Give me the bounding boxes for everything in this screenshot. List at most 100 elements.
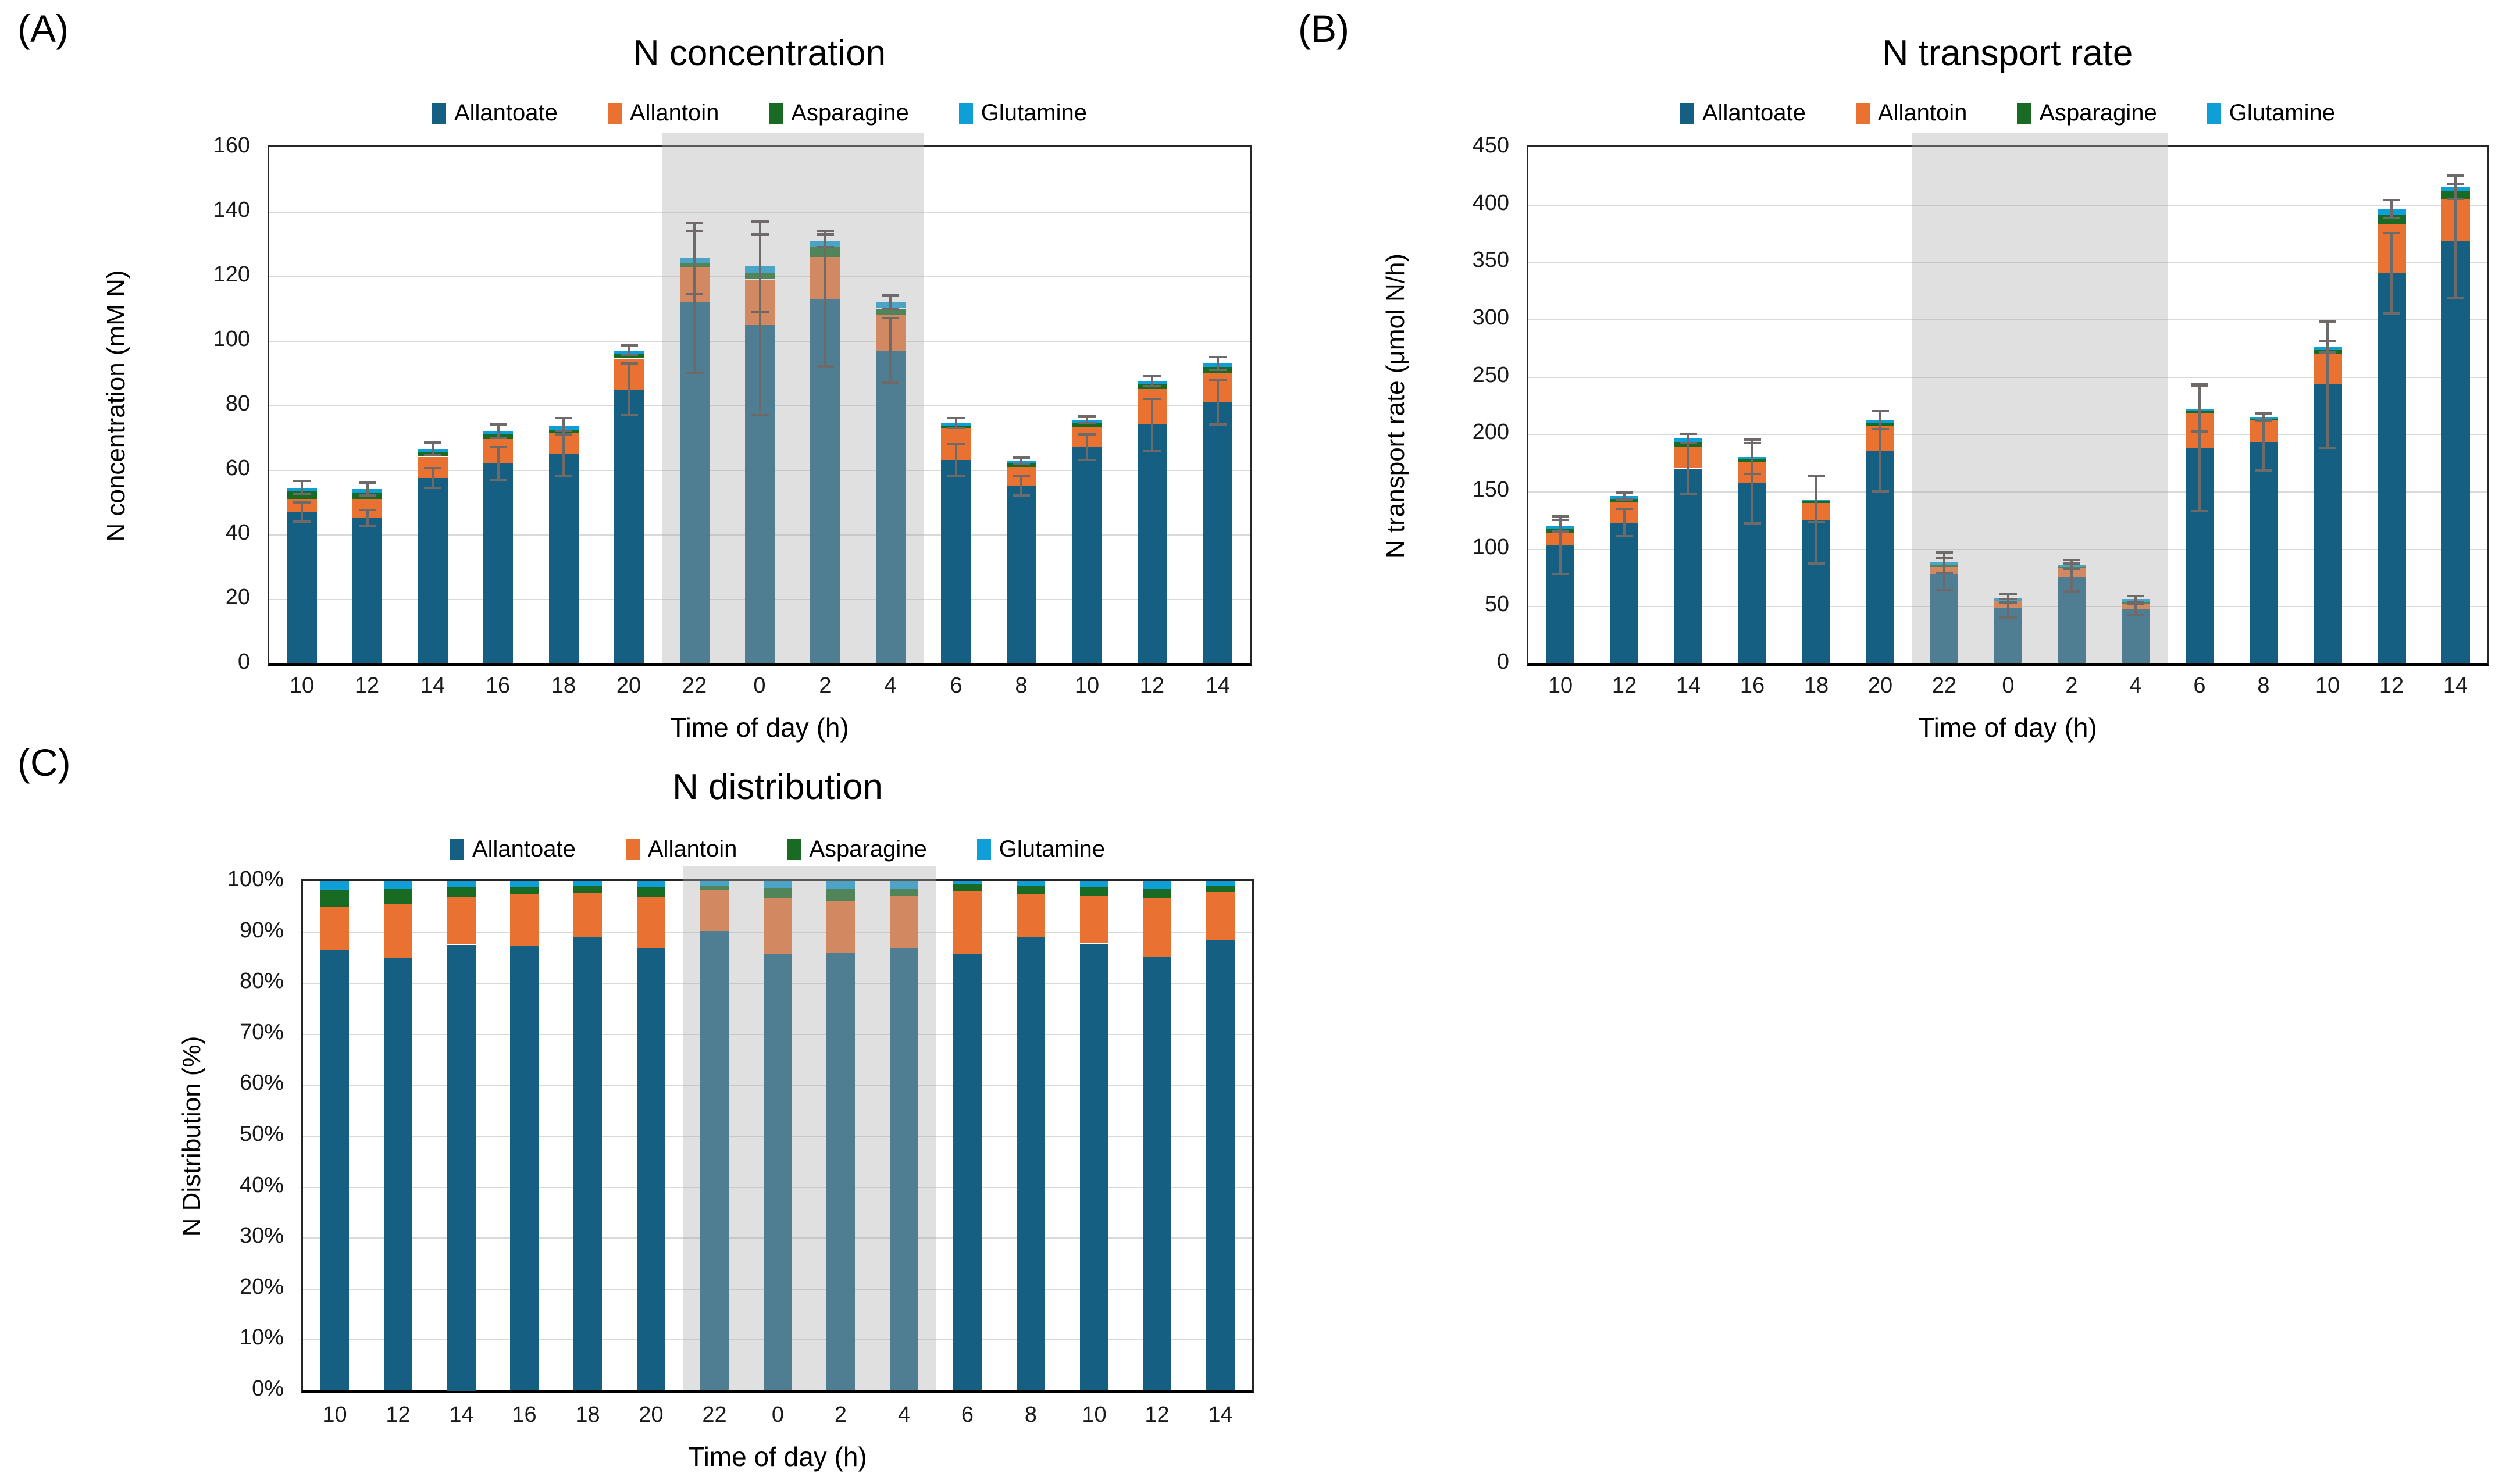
y-tick-label: 100% — [227, 867, 284, 891]
error-bar — [562, 431, 565, 476]
bar-segment-allantoin — [826, 901, 855, 953]
bar-segment-asparagine — [826, 889, 855, 901]
legend-swatch-icon — [625, 839, 640, 860]
x-tick-label: 4 — [2129, 673, 2142, 698]
error-bar-cap — [2383, 232, 2400, 234]
error-bar-cap — [1209, 356, 1227, 358]
error-bar — [2070, 563, 2073, 591]
error-bar — [1879, 411, 1881, 430]
legend-item-allantoate: Allantoate — [432, 100, 558, 126]
error-bar-cap — [1616, 535, 1633, 537]
bar-segment-allantoate — [1017, 937, 1045, 1390]
error-bar-cap — [1744, 522, 1761, 525]
bar-segment-allantoate — [637, 948, 665, 1390]
error-bar-cap — [293, 493, 311, 495]
error-bar-cap — [2255, 419, 2272, 422]
error-bar-cap — [621, 354, 638, 356]
bar-segment-asparagine — [1007, 463, 1036, 467]
error-bar-cap — [1808, 562, 1825, 565]
error-bar-cap — [1078, 459, 1096, 461]
error-bar — [497, 447, 500, 480]
legend-item-asparagine: Asparagine — [769, 100, 909, 126]
x-axis-title-b: Time of day (h) — [1918, 712, 2097, 743]
x-tick-label: 16 — [1740, 673, 1765, 698]
error-bar — [2134, 604, 2137, 615]
x-tick-label: 18 — [551, 673, 576, 698]
y-tick-label: 450 — [1472, 133, 1509, 158]
error-bar-cap — [686, 293, 703, 295]
error-bar-cap — [293, 501, 311, 504]
bar-segment-asparagine — [953, 884, 982, 891]
bar-segment-asparagine — [890, 889, 918, 896]
bar-segment-glutamine — [320, 881, 349, 890]
error-bar-cap — [1078, 415, 1096, 418]
legend-swatch-icon — [787, 839, 801, 860]
error-bar-cap — [2255, 412, 2272, 415]
bar-segment-allantoin — [953, 891, 982, 954]
error-bar — [2134, 596, 2137, 603]
error-bar-cap — [1744, 473, 1761, 475]
x-axis-title-a: Time of day (h) — [670, 712, 849, 743]
panel-label-a: (A) — [17, 7, 69, 50]
error-bar-cap — [751, 311, 769, 313]
bar-segment-glutamine — [953, 881, 982, 884]
bar-segment-allantoate — [941, 460, 971, 663]
y-axis-title-a: N concentration (mM N) — [102, 270, 130, 542]
bar-segment-allantoin — [764, 898, 792, 954]
error-bar — [2198, 384, 2201, 511]
legend-item-allantoin: Allantoin — [625, 836, 737, 862]
error-bar-cap — [1143, 385, 1161, 387]
bar-segment-allantoate — [1206, 940, 1235, 1390]
x-tick-label: 14 — [2443, 673, 2468, 698]
error-bar — [1687, 434, 1689, 443]
bar-segment-glutamine — [573, 881, 602, 886]
error-bar-cap — [490, 437, 507, 439]
night-shading-band — [683, 866, 936, 1390]
error-bar — [2262, 413, 2265, 471]
error-bar — [824, 231, 826, 366]
error-bar-cap — [2255, 469, 2272, 472]
bar-segment-allantoin — [1206, 891, 1235, 940]
bar-segment-glutamine — [826, 881, 855, 889]
x-tick-label: 0 — [771, 1403, 785, 1427]
error-bar-cap — [1013, 494, 1030, 497]
error-bar — [824, 234, 826, 247]
bar-segment-glutamine — [890, 881, 918, 889]
error-bar-cap — [1872, 410, 1889, 412]
error-bar-cap — [1936, 589, 1953, 591]
error-bar-cap — [1808, 521, 1825, 523]
error-bar-cap — [2383, 217, 2400, 219]
bar-segment-allantoate — [953, 954, 982, 1390]
error-bar-cap — [751, 414, 769, 416]
legend-item-label: Allantoate — [454, 100, 558, 126]
error-bar — [1623, 493, 1626, 500]
gridline — [1528, 262, 2487, 263]
bar-segment-allantoate — [2378, 273, 2406, 663]
error-bar — [955, 418, 957, 428]
chart-title-b: N transport rate — [1882, 33, 2133, 73]
error-bar-cap — [1616, 508, 1633, 510]
error-bar-cap — [293, 480, 311, 482]
error-bar-cap — [947, 417, 965, 419]
error-bar-cap — [359, 494, 376, 497]
x-tick-label: 22 — [1931, 673, 1957, 698]
gridline — [1528, 377, 2487, 378]
x-tick-label: 12 — [1139, 673, 1165, 698]
error-bar-cap — [1936, 551, 1953, 554]
x-tick-label: 20 — [616, 673, 641, 698]
bar-segment-asparagine — [764, 888, 792, 898]
panel-label-b: (B) — [1298, 7, 1349, 50]
bar-segment-allantoate — [1610, 522, 1638, 663]
legend-swatch-icon — [1855, 102, 1870, 124]
legend-swatch-icon — [432, 102, 446, 124]
y-tick-label: 80 — [225, 391, 250, 416]
error-bar — [366, 510, 369, 526]
error-bar-cap — [1143, 450, 1161, 452]
x-tick-label: 2 — [2065, 673, 2078, 698]
y-tick-label: 140 — [213, 198, 250, 222]
error-bar — [432, 468, 434, 487]
bar-segment-asparagine — [384, 889, 412, 904]
chart-title-c: N distribution — [672, 767, 883, 807]
error-bar-cap — [2191, 430, 2208, 433]
error-bar-cap — [1872, 490, 1889, 493]
